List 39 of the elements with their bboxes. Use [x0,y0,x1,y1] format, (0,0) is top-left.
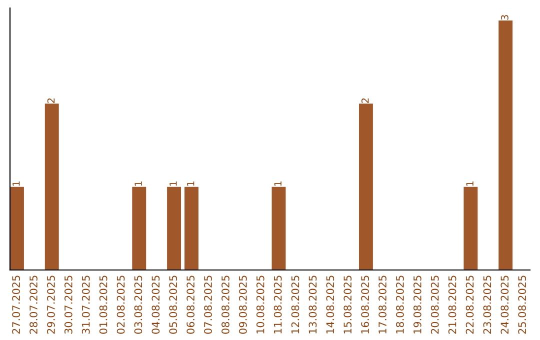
x-tick-label: 24.08.2025 [500,276,509,334]
x-tick-label: 31.07.2025 [82,276,90,334]
x-tick-label: 10.08.2025 [256,276,264,334]
x-tick-label: 06.08.2025 [186,276,194,334]
x-tick-label: 14.08.2025 [326,276,334,334]
x-tick-label: 28.07.2025 [30,276,38,334]
x-tick-label: 19.08.2025 [413,276,422,334]
x-tick-label: 08.08.2025 [222,276,230,334]
data-label: 1 [187,182,194,186]
x-tick-label: 15.08.2025 [344,276,352,334]
x-tick-label: 27.07.2025 [12,276,20,334]
x-tick-label: 11.08.2025 [274,276,282,334]
x-tick-label: 30.07.2025 [64,276,72,334]
data-label: 1 [134,182,142,186]
x-tick-label: 12.08.2025 [291,276,300,334]
x-tick-label: 23.08.2025 [483,276,492,334]
x-tick-label: 22.08.2025 [466,276,474,334]
x-tick-label: 16.08.2025 [361,276,369,334]
x-tick-label: 18.08.2025 [396,276,404,334]
x-tick-label: 09.08.2025 [238,276,247,334]
x-tick-label: 05.08.2025 [169,276,178,334]
x-tick-label: 07.08.2025 [204,276,212,334]
x-tick-label: 25.08.2025 [518,276,526,334]
data-label: 1 [274,182,282,186]
x-tick-label: 17.08.2025 [378,276,386,334]
data-label: 2 [361,98,369,103]
x-tick-label: 01.08.2025 [99,276,108,334]
x-tick-label: 04.08.2025 [152,276,160,334]
x-tick-label: 03.08.2025 [134,276,142,334]
x-tick-label: 20.08.2025 [430,276,439,334]
x-tick-label: 02.08.2025 [116,276,125,334]
x-tick-label: 13.08.2025 [308,276,317,334]
data-label: 1 [466,182,474,186]
x-tick-label: 29.07.2025 [47,276,55,334]
data-label: 3 [501,15,508,20]
data-label: 1 [12,182,20,186]
x-tick-label: 21.08.2025 [448,276,456,334]
data-label: 1 [170,182,177,186]
data-label: 2 [47,98,55,103]
